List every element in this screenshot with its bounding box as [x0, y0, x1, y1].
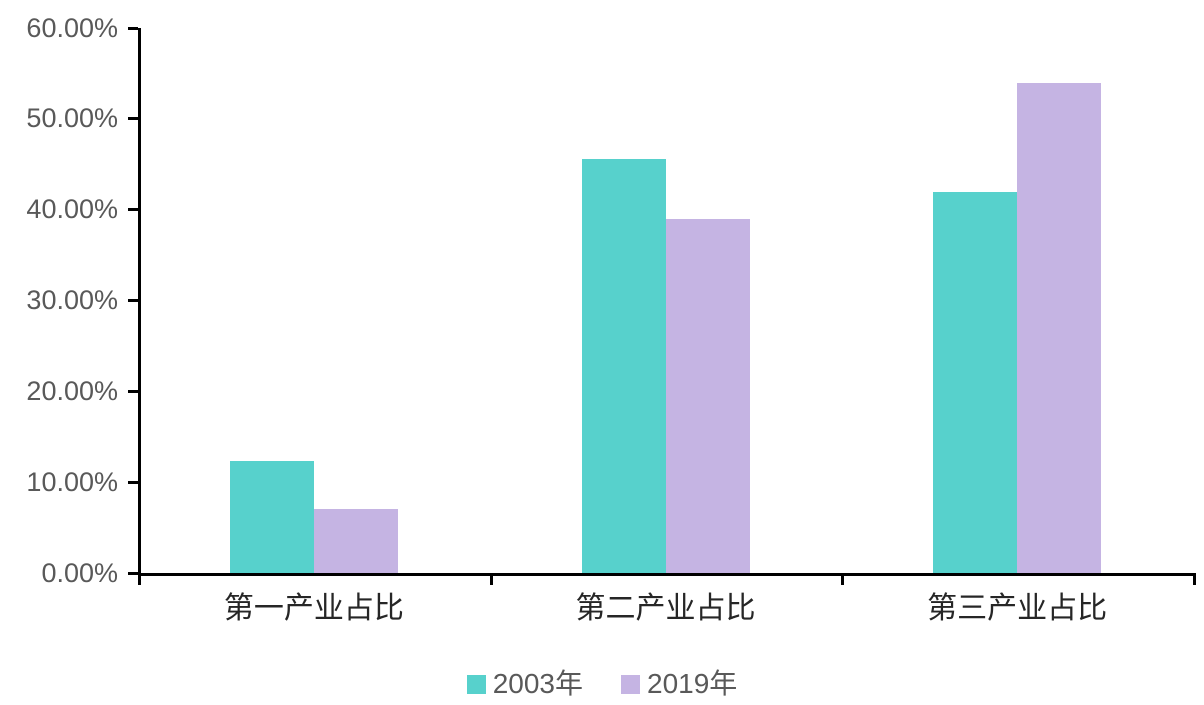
y-axis-tick	[128, 208, 138, 212]
y-axis-tick-label: 0.00%	[41, 557, 118, 588]
x-axis-line	[138, 573, 1196, 576]
x-axis-category-label: 第一产业占比	[223, 592, 404, 625]
y-axis-tick-label: 60.00%	[26, 12, 118, 43]
y-axis-tick-label: 40.00%	[26, 194, 118, 225]
x-axis-tick	[138, 573, 141, 585]
x-axis-tick	[1193, 573, 1196, 585]
legend-label: 2003年	[492, 668, 583, 699]
y-axis-tick	[128, 480, 138, 484]
bar-series1-cat1	[665, 218, 750, 573]
bar-series0-cat1	[581, 158, 666, 573]
bar-series1-cat0	[313, 508, 398, 573]
x-axis-category-label: 第二产业占比	[575, 592, 756, 625]
y-axis-tick	[128, 117, 138, 121]
x-axis-tick	[489, 573, 493, 585]
legend-swatch-icon	[466, 674, 486, 694]
bar-series1-cat2	[1017, 83, 1102, 573]
legend-label: 2019年	[647, 668, 738, 699]
legend-item: 2003年	[466, 668, 583, 699]
legend-swatch-icon	[621, 674, 640, 694]
y-axis-tick	[128, 571, 138, 575]
x-axis-tick	[841, 573, 845, 585]
y-axis-tick-label: 20.00%	[26, 375, 118, 406]
y-axis-tick	[128, 299, 138, 302]
legend: 2003年 2019年	[0, 663, 1204, 705]
y-axis-tick	[128, 26, 138, 30]
y-axis-tick-label: 10.00%	[26, 466, 118, 497]
y-axis-tick-label: 30.00%	[26, 285, 118, 315]
y-axis-tick-label: 50.00%	[26, 103, 118, 134]
y-axis-tick	[128, 389, 138, 393]
y-axis-line	[138, 28, 141, 576]
legend-item: 2019年	[621, 670, 737, 698]
bar-series0-cat0	[229, 461, 314, 573]
x-axis-category-label: 第三产业占比	[927, 592, 1108, 625]
bar-series0-cat2	[933, 191, 1018, 573]
